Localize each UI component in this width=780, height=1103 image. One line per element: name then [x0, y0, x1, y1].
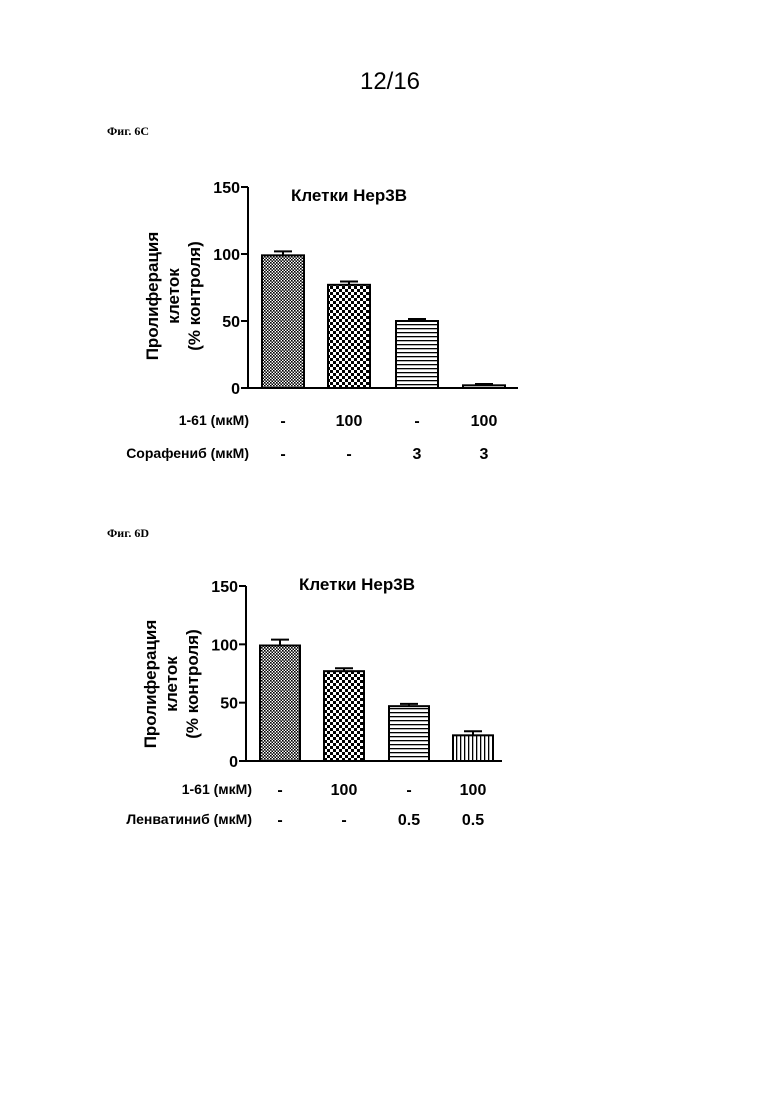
- bar: [389, 706, 429, 761]
- treatment-row-value: 100: [460, 782, 487, 799]
- treatment-row-value: -: [277, 812, 282, 829]
- bar: [453, 735, 493, 761]
- treatment-row-value: -: [280, 446, 285, 463]
- treatment-row-value: 0.5: [462, 812, 484, 829]
- treatment-row-value: 100: [336, 413, 363, 430]
- treatment-row-value: -: [414, 413, 419, 430]
- bar: [396, 321, 438, 388]
- bar: [324, 671, 364, 761]
- y-axis-title-line: клеток: [164, 268, 183, 324]
- treatment-row-label: 1-61 (мкМ): [179, 412, 249, 428]
- chart-6d: Клетки Hep3B Пролиферацияклеток(% контрол…: [0, 560, 780, 840]
- treatment-row-value: 0.5: [398, 812, 420, 829]
- treatment-row-value: -: [277, 782, 282, 799]
- bar: [262, 255, 304, 388]
- treatment-row-label: Сорафениб (мкМ): [126, 445, 249, 461]
- y-axis-title-line: (% контроля): [185, 241, 204, 351]
- chart-title: Клетки Hep3B: [299, 575, 415, 594]
- bar: [260, 646, 300, 762]
- y-axis-title-line: клеток: [162, 656, 181, 712]
- y-axis-title-line: (% контроля): [183, 629, 202, 739]
- y-axis-title: Пролиферацияклеток(% контроля): [141, 620, 202, 749]
- chart-title: Клетки Hep3B: [291, 186, 407, 205]
- y-tick-label: 0: [231, 381, 240, 398]
- treatment-row-value: -: [280, 413, 285, 430]
- treatment-row-value: -: [341, 812, 346, 829]
- treatment-row-label: Ленватиниб (мкМ): [126, 811, 252, 827]
- treatment-row-value: 100: [331, 782, 358, 799]
- bar: [463, 385, 505, 388]
- y-axis-title: Пролиферацияклеток(% контроля): [143, 232, 204, 361]
- y-tick-label: 100: [213, 247, 240, 264]
- y-tick-label: 50: [220, 696, 238, 713]
- chart-6c: Клетки Hep3B Пролиферацияклеток(% контрол…: [0, 160, 780, 480]
- treatment-row-value: 100: [471, 413, 498, 430]
- y-axis-title-line: Пролиферация: [141, 620, 160, 749]
- treatment-row-value: -: [406, 782, 411, 799]
- page-number: 12/16: [0, 68, 780, 96]
- y-axis-title-line: Пролиферация: [143, 232, 162, 361]
- y-tick-label: 150: [211, 579, 238, 596]
- figure-label-6c: Фиг. 6С: [107, 124, 149, 139]
- y-tick-label: 100: [211, 637, 238, 654]
- y-tick-label: 50: [222, 314, 240, 331]
- treatment-row-value: -: [346, 446, 351, 463]
- bar: [328, 285, 370, 388]
- figure-label-6d: Фиг. 6D: [107, 526, 149, 541]
- y-tick-label: 150: [213, 180, 240, 197]
- treatment-row-value: 3: [480, 446, 489, 463]
- treatment-row-label: 1-61 (мкМ): [182, 781, 252, 797]
- treatment-row-value: 3: [413, 446, 422, 463]
- y-tick-label: 0: [229, 754, 238, 771]
